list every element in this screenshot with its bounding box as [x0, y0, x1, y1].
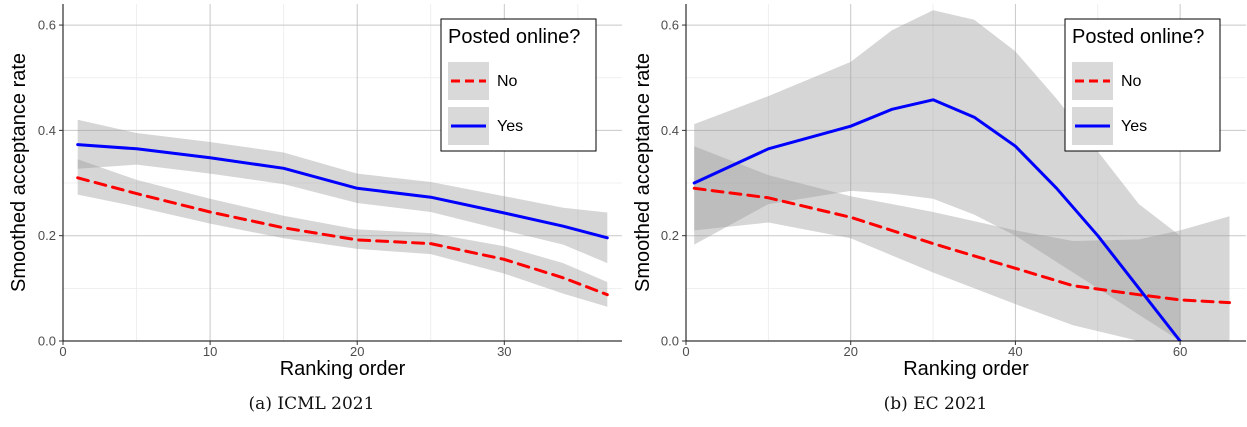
x-tick-label: 0: [682, 344, 689, 359]
chart-panel-ec: 0.0 0.2 0.4 0.6 0 20 40 60 Ranking order Smoothed…: [624, 0, 1247, 427]
x-tick-label: 0: [59, 344, 66, 359]
y-tick-label: 0.6: [661, 18, 679, 33]
legend-title: Posted online?: [1072, 26, 1204, 48]
caption-icml: (a) ICML 2021: [248, 394, 375, 414]
y-tick-label: 0.6: [38, 18, 56, 33]
plot-area: [76, 119, 609, 307]
x-tick-label: 60: [1173, 344, 1187, 359]
chart-icml-2021: 0.0 0.2 0.4 0.6 0 10 20 30 Ranking order Smoothed…: [8, 4, 622, 380]
legend: Posted online? No Yes: [440, 18, 597, 152]
series-line-yes: [76, 143, 609, 240]
confidence-band-no: [694, 146, 1230, 341]
y-tick-label: 0.4: [38, 123, 56, 138]
y-tick-label: 0.0: [661, 334, 679, 349]
y-axis-title: Smoothed acceptance rate: [632, 53, 654, 292]
y-tick-label: 0.0: [38, 334, 56, 349]
caption-ec: (b) EC 2021: [883, 394, 988, 414]
legend-label-yes: Yes: [497, 118, 523, 135]
x-tick-label: 40: [1008, 344, 1022, 359]
chart-panel-icml: 0.0 0.2 0.4 0.6 0 10 20 30 Ranking order Smoothed…: [0, 0, 623, 427]
y-axis-title: Smoothed acceptance rate: [8, 53, 30, 292]
x-tick-label: 10: [203, 344, 217, 359]
series-line-no: [692, 186, 1231, 305]
x-tick-label: 30: [497, 344, 511, 359]
series-line-no: [76, 176, 609, 297]
x-axis-title: Ranking order: [903, 358, 1029, 380]
x-tick-label: 20: [843, 344, 857, 359]
legend-label-no: No: [1121, 73, 1142, 90]
x-tick-label: 20: [350, 344, 364, 359]
legend: Posted online? No Yes: [1064, 18, 1221, 152]
series-line-yes: [692, 98, 1182, 341]
x-axis-title: Ranking order: [280, 358, 406, 380]
confidence-band-yes: [77, 119, 608, 264]
legend-label-no: No: [497, 73, 518, 90]
y-tick-label: 0.2: [38, 228, 56, 243]
legend-label-yes: Yes: [1121, 118, 1147, 135]
chart-ec-2021: 0.0 0.2 0.4 0.6 0 20 40 60 Ranking order Smoothed…: [632, 4, 1246, 380]
y-tick-label: 0.4: [661, 123, 679, 138]
confidence-band-yes: [694, 10, 1181, 341]
y-tick-label: 0.2: [661, 228, 679, 243]
plot-area: [692, 10, 1231, 341]
legend-title: Posted online?: [448, 26, 580, 48]
confidence-band-no: [77, 159, 608, 307]
